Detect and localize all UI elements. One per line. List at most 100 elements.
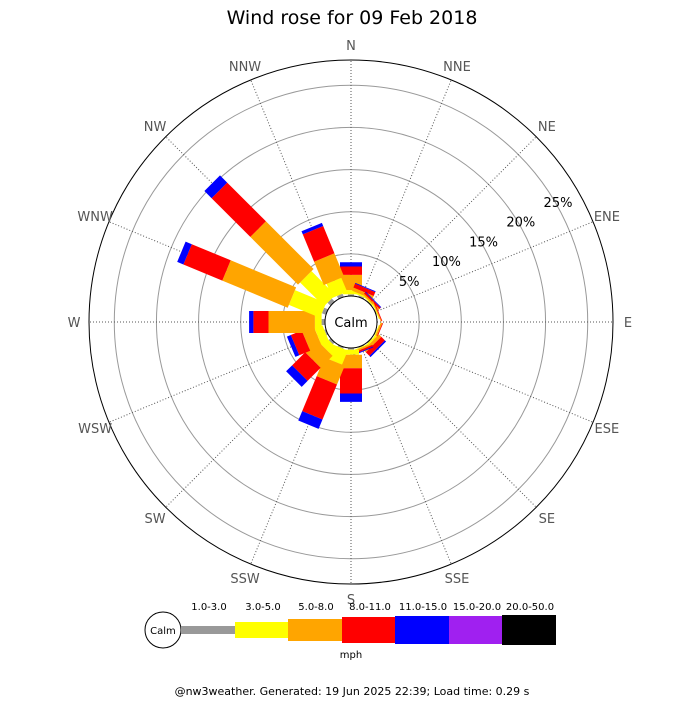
direction-label-ene: ENE [594,210,620,225]
bar-sse-bin-1 [353,343,369,351]
bar-nne-bin-1 [354,291,370,300]
bar-ene-bin-1 [372,304,380,320]
bar-wnw-bin-2 [222,260,297,308]
grid-spoke-sse [360,345,452,565]
bar-nnw-bin-4 [301,222,324,235]
direction-label-sw: SW [145,512,166,527]
bar-s-bin-4 [340,393,362,402]
bar-nw-bin-3 [211,182,266,237]
bar-nne-bin-4 [355,282,376,293]
bar-ne-bin-1 [364,296,377,309]
bar-nne-bin-0 [358,295,365,300]
legend-label-3: 8.0-11.0 [349,602,391,613]
direction-label-ssw: SSW [230,572,260,587]
bar-w-bin-0 [321,319,325,325]
legend-swatch-1 [235,622,288,638]
chart-title: Wind rose for 09 Feb 2018 [227,7,478,29]
bar-nnw-bin-2 [314,253,345,286]
grid-spoke-nne [360,79,452,299]
footer-text: @nw3weather. Generated: 19 Jun 2025 22:3… [175,685,530,698]
bar-se-bin-3 [365,336,385,356]
legend-swatch-5 [449,616,502,644]
legend-label-0: 1.0-3.0 [191,602,226,613]
bar-wsw-bin-3 [290,330,311,356]
bar-nw-bin-4 [204,175,228,199]
bar-wsw-bin-4 [286,335,300,357]
direction-label-n: N [346,39,356,54]
bar-wnw-bin-3 [183,244,231,281]
calm-center: Calm [324,295,378,349]
bar-wnw-bin-1 [288,290,327,318]
direction-labels: N NNE NE ENE E ESE SE SSE S SSW SW WSW W WNW NW NNW 5% 10… [68,39,633,608]
grid-spoke-wsw [108,331,328,423]
bar-w-bin-1 [314,314,322,330]
bar-n-bin-3 [340,266,362,275]
bar-ssw-bin-3 [302,376,337,420]
direction-label-w: W [68,316,81,331]
grid-outer-ring [88,59,614,585]
legend-swatch-6 [502,615,556,645]
bar-w-bin-3 [253,311,269,333]
direction-label-sse: SSE [445,572,470,587]
direction-label-wnw: WNW [77,210,113,225]
legend-swatch-2 [288,619,342,641]
legend-swatch-4 [395,616,449,644]
legend-label-1: 3.0-5.0 [245,602,280,613]
grid-spoke-ne [369,136,537,304]
grid-spoke-ese [374,331,594,423]
direction-label-s: S [347,593,355,608]
direction-label-ne: NE [538,120,556,135]
bar-wnw-bin-4 [177,241,192,265]
bar-ese-bin-1 [372,324,380,340]
grid-spoke-se [369,340,537,508]
bar-nne-bin-3 [353,283,376,296]
bar-wnw-bin-0 [321,307,329,315]
radial-label-10: 10% [432,255,461,270]
legend-unit-label: mph [340,650,362,661]
legend-label-6: 20.0-50.0 [506,602,554,613]
bar-sw-bin-3 [292,352,321,381]
legend-swatch-0 [181,626,235,634]
bar-s-bin-3 [340,368,362,394]
bar-nnw-bin-3 [302,226,335,262]
bar-s-bin-2 [340,354,362,369]
legend-label-2: 5.0-8.0 [298,602,333,613]
calm-circle [324,295,378,349]
legend-swatch-3 [342,617,395,643]
radial-label-5: 5% [399,275,420,290]
direction-label-nw: NW [144,120,167,135]
bar-n-bin-4 [340,262,362,267]
legend-label-4: 11.0-15.0 [399,602,447,613]
legend: Calm 1.0-3.0 3.0-5.0 5.0-8.0 8.0-11.0 11.0-15… [144,602,556,661]
bar-wsw-bin-0 [324,329,329,336]
radial-label-15: 15% [469,235,498,250]
direction-label-e: E [624,316,632,331]
grid-spoke-ene [374,221,594,313]
direction-label-ese: ESE [595,422,620,437]
bar-ssw-bin-4 [298,411,323,429]
bar-nw-bin-2 [250,221,314,285]
polar-grid [88,59,614,585]
wind-bars [177,175,387,429]
bar-ne-bin-3 [364,292,381,309]
legend-label-5: 15.0-20.0 [453,602,501,613]
direction-label-nnw: NNW [229,60,261,75]
bar-ne-bin-4 [365,291,382,308]
radial-label-20: 20% [506,216,535,231]
bar-nnw-bin-1 [326,277,348,298]
bar-nnw-bin-0 [337,293,344,300]
legend-calm-label: Calm [150,626,176,637]
bar-nw-bin-1 [300,271,336,307]
bar-w-bin-4 [249,311,254,333]
bar-sw-bin-4 [286,365,308,387]
bar-ene-bin-3 [373,300,383,322]
bar-sw-bin-0 [328,338,335,345]
calm-label: Calm [334,316,367,331]
direction-label-nne: NNE [443,60,471,75]
bar-w-bin-2 [268,311,315,333]
bar-ssw-bin-0 [337,344,344,349]
direction-label-se: SE [539,512,555,527]
bar-nw-bin-0 [327,298,335,306]
